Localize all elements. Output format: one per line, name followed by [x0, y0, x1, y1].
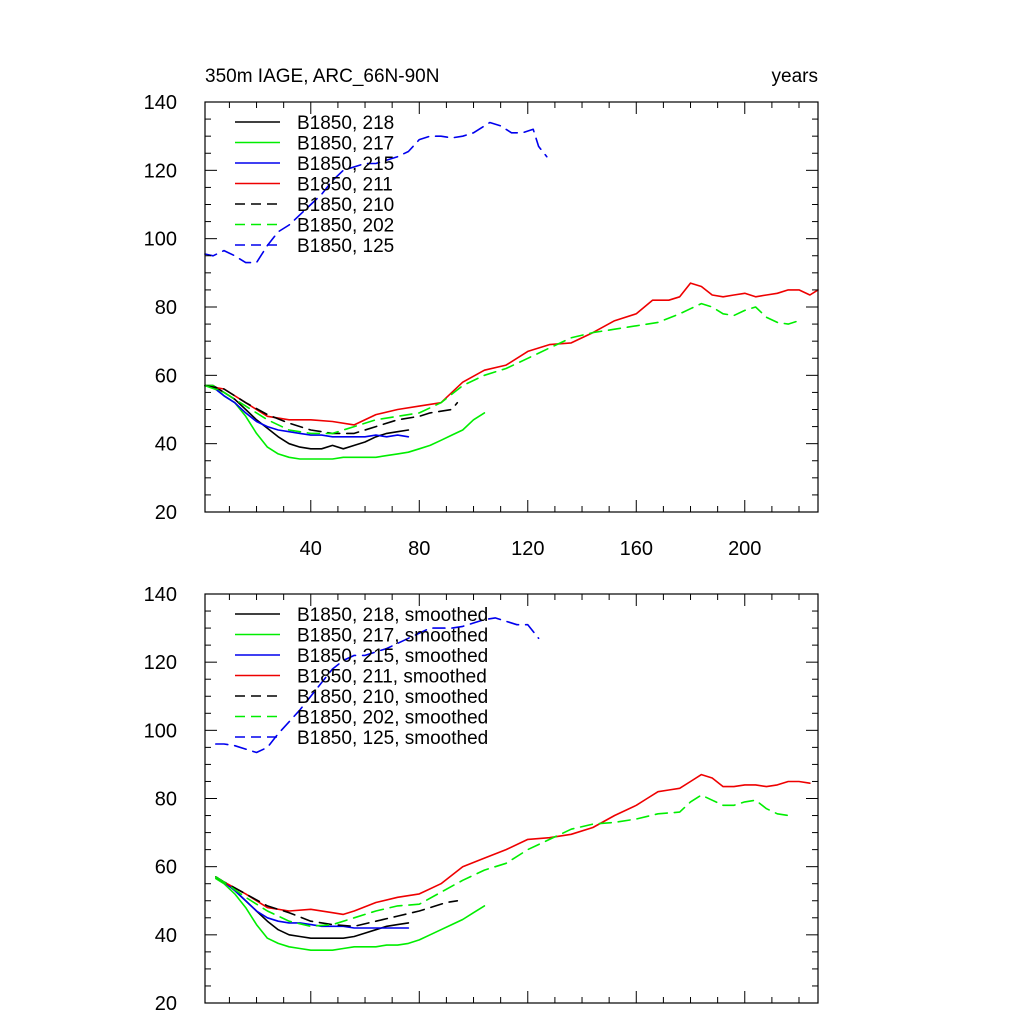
legend-label-3: B1850, 211, smoothed	[297, 667, 487, 688]
y-tick-label: 20	[155, 993, 177, 1015]
series-line-2	[204, 384, 410, 438]
legend-label-5: B1850, 202, smoothed	[297, 708, 488, 729]
y-tick-label: 120	[144, 652, 177, 674]
legend-label-0: B1850, 218	[297, 113, 394, 134]
y-tick-label: 100	[144, 229, 177, 251]
chart-units-label: years	[772, 66, 818, 87]
y-tick-label: 40	[155, 434, 177, 456]
series-line-0	[204, 384, 410, 450]
x-tick-label: 40	[300, 538, 322, 560]
y-tick-label: 100	[144, 720, 177, 742]
legend-label-1: B1850, 217, smoothed	[297, 626, 488, 647]
top-plot-area: 20 40 60 80 100 120 140 40 80 120 160 200 B1850, 218…	[144, 92, 819, 560]
top-panel: 350m IAGE, ARC_66N-90N years 20 40 60 80 100…	[144, 66, 819, 560]
x-tick-label: 200	[728, 538, 761, 560]
series-line-5	[204, 302, 800, 435]
x-tick-label: 80	[408, 538, 430, 560]
y-tick-label: 80	[155, 297, 177, 319]
y-tick-label: 80	[155, 789, 177, 811]
legend-label-2: B1850, 215, smoothed	[297, 646, 488, 667]
series-line-1	[215, 877, 486, 952]
legend-label-0: B1850, 218, smoothed	[297, 605, 488, 626]
legend-label-1: B1850, 217	[297, 134, 394, 155]
series-line-2	[215, 876, 410, 929]
legend-label-3: B1850, 211	[297, 175, 393, 196]
series-line-4	[215, 876, 459, 928]
y-tick-label: 140	[144, 92, 177, 114]
series-line-3	[204, 282, 819, 426]
legend-label-6: B1850, 125, smoothed	[297, 728, 488, 749]
series-line-4	[204, 384, 459, 435]
y-tick-label: 60	[155, 365, 177, 387]
legend-label-6: B1850, 125	[297, 236, 394, 257]
series-line-3	[215, 773, 811, 916]
x-tick-label: 160	[620, 538, 653, 560]
series-line-5	[215, 794, 795, 928]
y-tick-label: 60	[155, 857, 177, 879]
x-tick-label: 120	[511, 538, 544, 560]
legend-label-4: B1850, 210, smoothed	[297, 687, 488, 708]
series-line-6	[204, 121, 548, 264]
series-line-1	[204, 384, 486, 460]
y-tick-label: 140	[144, 584, 177, 606]
y-tick-label: 20	[155, 502, 177, 524]
legend-label-2: B1850, 215	[297, 154, 394, 175]
y-tick-label: 120	[144, 160, 177, 182]
legend-label-4: B1850, 210	[297, 195, 394, 216]
legend-label-5: B1850, 202	[297, 216, 394, 237]
chart-title: 350m IAGE, ARC_66N-90N	[205, 66, 439, 87]
y-tick-label: 40	[155, 925, 177, 947]
